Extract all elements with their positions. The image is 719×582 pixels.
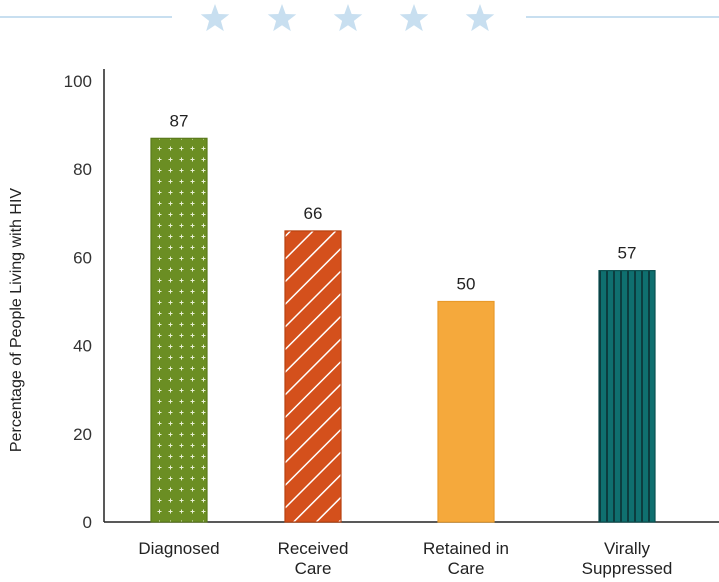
x-tick-label: Care (295, 559, 332, 578)
bar (598, 270, 656, 523)
x-tick-label: Virally (604, 539, 650, 558)
star-icon (465, 4, 495, 32)
y-tick-label: 60 (73, 248, 92, 267)
star-icon (267, 4, 297, 32)
y-axis-label: Percentage of People Living with HIV (8, 188, 25, 452)
y-tick-label: 20 (73, 425, 92, 444)
x-tick-label: Suppressed (582, 559, 673, 578)
y-tick-labels: 0 20 40 60 80 100 (64, 72, 92, 532)
x-tick-label: Retained in (423, 539, 509, 558)
value-label: 87 (170, 111, 189, 130)
value-label: 50 (457, 275, 476, 294)
value-label: 57 (618, 244, 637, 263)
x-tick-label: Diagnosed (138, 539, 219, 558)
y-tick-label: 100 (64, 72, 92, 91)
header-decoration (0, 4, 719, 32)
bar (437, 300, 495, 523)
y-tick-label: 40 (73, 337, 92, 356)
x-tick-label: Received (278, 539, 349, 558)
y-tick-label: 0 (83, 513, 92, 532)
header-stars (200, 4, 495, 32)
star-icon (200, 4, 230, 32)
bar (284, 230, 342, 523)
value-label: 66 (304, 204, 323, 223)
bars (150, 137, 656, 523)
star-icon (399, 4, 429, 32)
bar (150, 137, 208, 523)
x-tick-label: Care (448, 559, 485, 578)
value-labels: 87 66 50 57 (170, 111, 637, 293)
y-tick-label: 80 (73, 160, 92, 179)
star-icon (333, 4, 363, 32)
